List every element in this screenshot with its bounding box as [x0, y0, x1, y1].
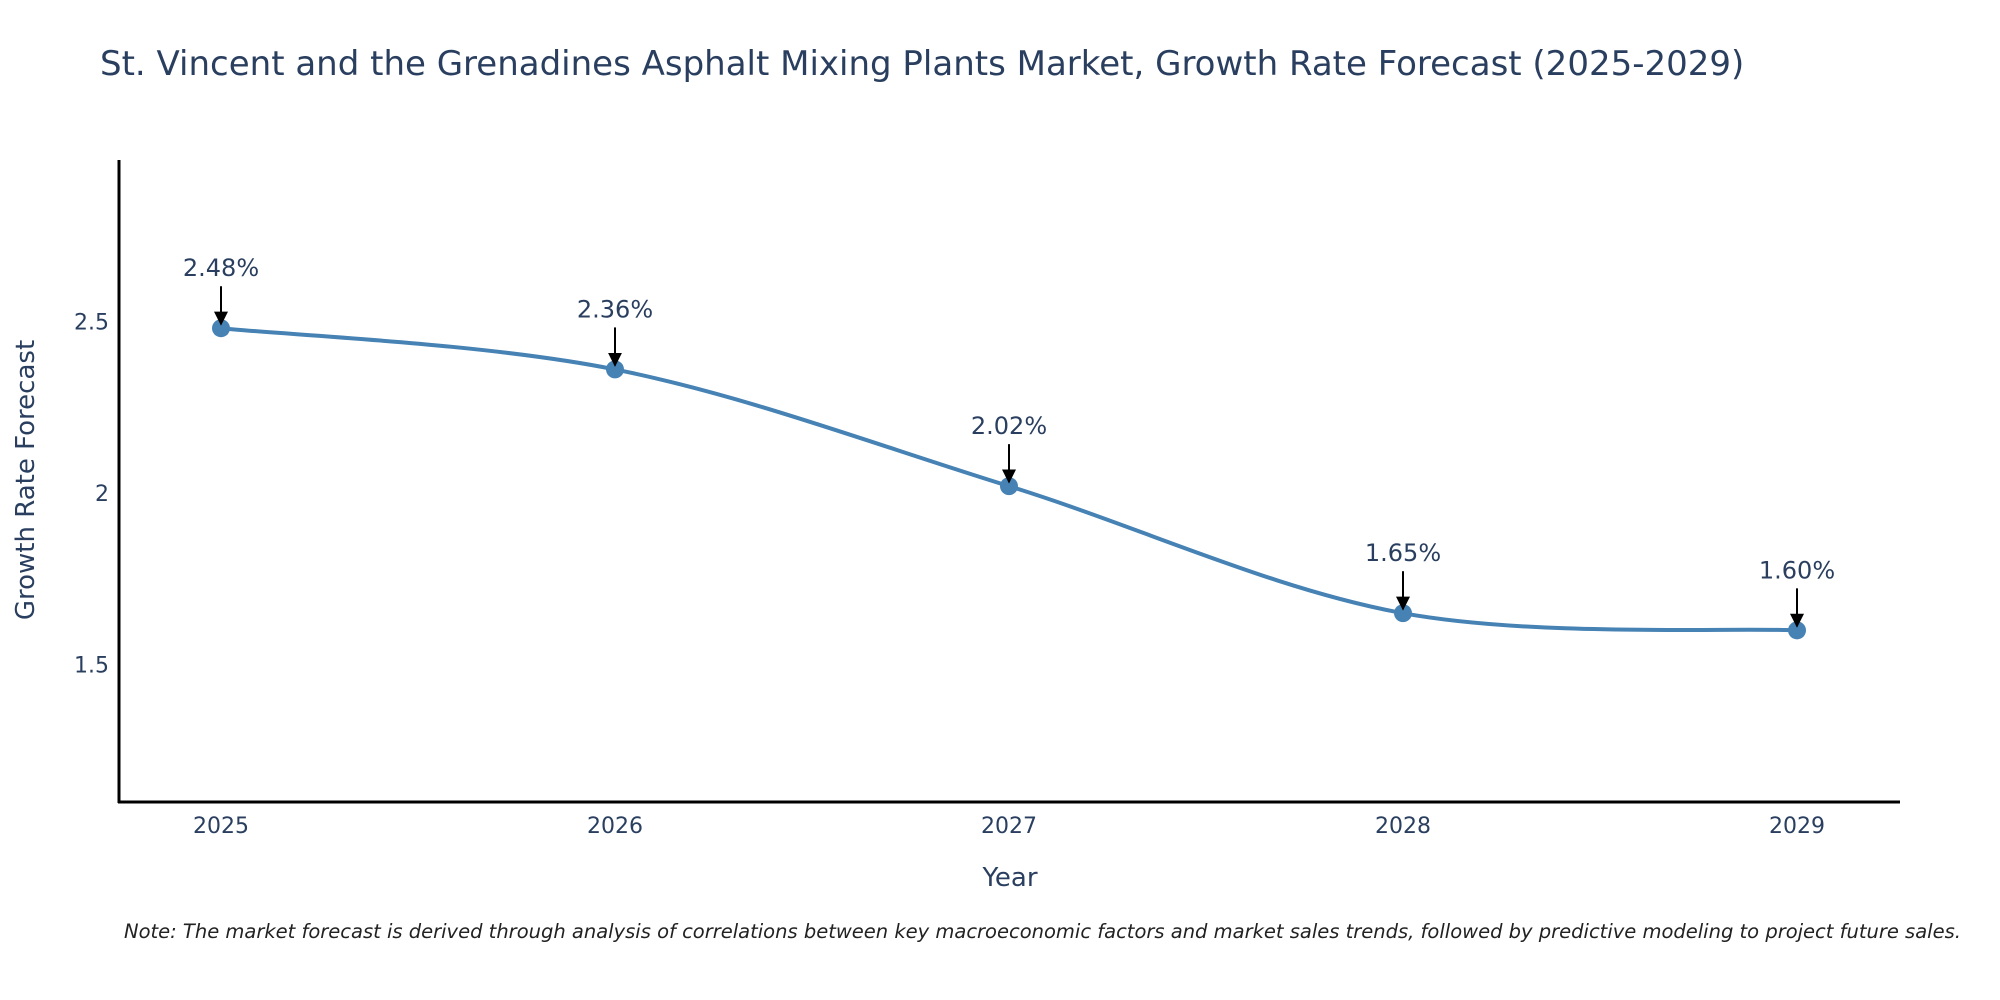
y-tick-label: 2.5: [74, 310, 109, 335]
x-tick-label: 2029: [1769, 814, 1825, 839]
chart-title: St. Vincent and the Grenadines Asphalt M…: [100, 44, 1745, 84]
x-tick-label: 2026: [587, 814, 643, 839]
x-tick-label: 2025: [193, 814, 249, 839]
annotation-group: 2.48% 2.36% 2.02% 1.65% 1.60%: [183, 254, 1835, 628]
y-tick-group: 1.5 2 2.5: [74, 310, 109, 679]
data-label: 1.65%: [1365, 539, 1441, 567]
x-axis-title: Year: [981, 863, 1037, 893]
y-axis-title: Growth Rate Forecast: [11, 340, 41, 620]
x-tick-label: 2027: [981, 814, 1037, 839]
y-tick-label: 1.5: [74, 654, 109, 679]
x-tick-group: 2025 2026 2027 2028 2029: [193, 814, 1825, 839]
chart-note: Note: The market forecast is derived thr…: [124, 920, 1961, 943]
data-label: 1.60%: [1759, 556, 1835, 584]
data-label: 2.36%: [577, 295, 653, 323]
y-tick-label: 2: [95, 482, 109, 507]
x-tick-label: 2028: [1375, 814, 1431, 839]
data-label: 2.02%: [971, 412, 1047, 440]
data-label: 2.48%: [183, 254, 259, 282]
